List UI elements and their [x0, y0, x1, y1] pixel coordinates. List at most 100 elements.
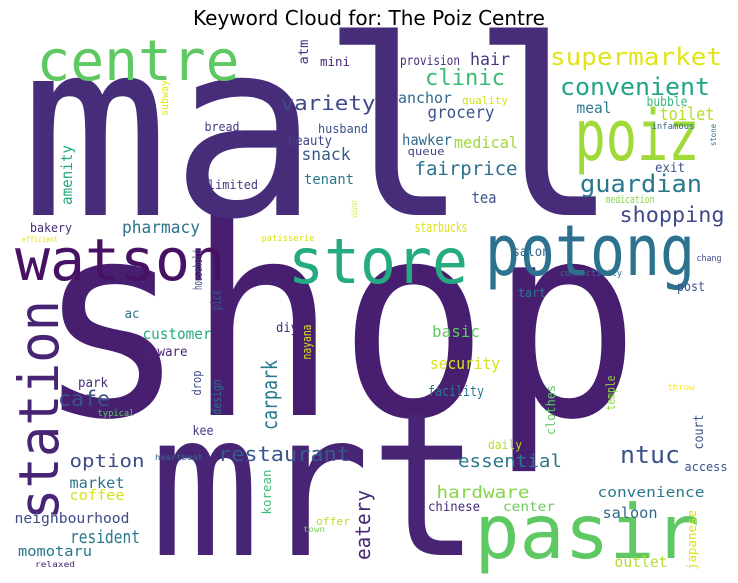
word: heartbeat: [155, 453, 203, 462]
word: center: [503, 500, 555, 515]
word: medication: [606, 193, 655, 206]
word: pick: [209, 290, 225, 310]
word: security: [430, 354, 500, 373]
word: grocery: [428, 103, 495, 123]
word: medical: [454, 133, 518, 152]
word: outlet: [615, 553, 668, 571]
word: provision: [400, 54, 460, 69]
word: infamous: [652, 122, 695, 132]
word: poiz: [575, 95, 700, 177]
word: mall: [20, 0, 620, 273]
word: coffee: [70, 488, 125, 504]
word: tenant: [304, 172, 354, 188]
word: fairprice: [415, 158, 518, 180]
word: bakery: [30, 221, 72, 235]
word: limited: [208, 178, 258, 192]
word: shop: [36, 164, 641, 479]
word: salon: [513, 245, 550, 260]
word: patisserie: [262, 234, 315, 244]
word: tart: [518, 286, 546, 300]
word: momotaru: [18, 544, 92, 560]
word: efficient: [22, 235, 58, 244]
word: hair: [470, 50, 510, 70]
chart-title: Keyword Cloud for: The Poiz Centre: [193, 6, 545, 30]
word: town: [303, 525, 325, 534]
word: pharmacy: [122, 218, 200, 238]
word: kee: [193, 424, 214, 439]
word: hawker: [402, 131, 452, 149]
word: customer: [143, 325, 212, 343]
word: convenient: [560, 73, 710, 101]
word: saloon: [603, 504, 658, 522]
word: diy: [276, 321, 298, 336]
word: option: [70, 451, 145, 472]
word: temple: [604, 376, 618, 411]
word: access: [685, 460, 728, 474]
word: pasir: [475, 488, 700, 576]
word: centre: [37, 29, 240, 94]
word: korean: [260, 470, 274, 515]
word: household: [191, 250, 205, 290]
word: exit: [655, 161, 685, 176]
word: design: [210, 380, 224, 415]
word: convenience: [598, 485, 705, 501]
word: relaxed: [35, 560, 75, 569]
word: post: [677, 280, 705, 295]
word: atm: [297, 39, 312, 64]
word: japanese: [685, 510, 699, 570]
word: snack: [302, 145, 351, 165]
word: nayana: [300, 325, 314, 360]
word: court: [692, 415, 707, 450]
word: market: [70, 474, 125, 492]
word: clinic: [425, 66, 505, 91]
word: watson: [15, 226, 225, 294]
word: daily: [488, 438, 522, 452]
word: toilet: [660, 104, 715, 125]
word: variety: [281, 91, 376, 115]
word: starbucks: [415, 220, 468, 236]
word: chang: [697, 254, 722, 264]
word: tea: [472, 188, 497, 207]
word: throw: [668, 383, 696, 393]
word: park: [78, 376, 108, 391]
word: queue: [408, 145, 445, 158]
word: stone: [709, 124, 718, 146]
word: hardware: [437, 483, 530, 503]
word: cafe: [58, 387, 110, 411]
word: beauty: [288, 134, 332, 149]
word: connectivity: [560, 269, 623, 279]
word: clothes: [544, 385, 558, 435]
word: restaurant: [218, 442, 350, 466]
word: basic: [432, 322, 480, 341]
word: neighbourhood: [15, 511, 130, 527]
word: carpark: [258, 360, 282, 430]
word: offer: [316, 515, 350, 528]
word: eatery: [351, 490, 375, 560]
word: shopping: [620, 203, 725, 227]
word: typical: [98, 409, 135, 419]
word: mini: [320, 55, 350, 69]
word: brand: [257, 277, 283, 286]
word: ntuc: [620, 441, 680, 469]
word: visitor: [350, 200, 359, 218]
word: ac: [125, 307, 140, 322]
word: resident: [70, 527, 140, 548]
word: amenity: [58, 145, 76, 205]
word: facility: [428, 384, 484, 400]
word: mrt: [150, 370, 480, 583]
word: supermarket: [550, 43, 722, 71]
word: meal: [577, 99, 612, 117]
word: quality: [462, 94, 508, 107]
word: beware: [143, 345, 188, 360]
word: bread: [205, 120, 240, 134]
word: chinese: [428, 500, 480, 515]
word: husband: [318, 122, 368, 136]
word: essential: [458, 451, 562, 472]
word: drop: [190, 371, 204, 396]
word: bubble: [647, 95, 688, 110]
word: potong: [485, 210, 695, 292]
word: station: [7, 300, 71, 520]
word: subway: [158, 80, 171, 116]
